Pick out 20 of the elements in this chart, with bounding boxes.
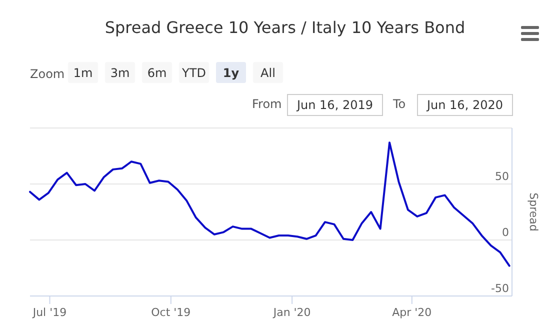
range-button: 1m xyxy=(68,62,98,83)
x-tick-label: Jul '19 xyxy=(32,306,67,319)
x-tick-label: Jan '20 xyxy=(272,306,311,319)
text: From xyxy=(252,97,282,111)
text: Zoom xyxy=(30,67,65,81)
x-tick-label: Apr '20 xyxy=(392,306,432,319)
range-button: YTD xyxy=(179,62,209,83)
y-tick-label: -50 xyxy=(491,282,509,295)
date-input: Jun 16, 2020 xyxy=(417,94,513,116)
text: To xyxy=(392,97,406,111)
range-button: All xyxy=(253,62,283,83)
chart-title: Spread Greece 10 Years / Italy 10 Years Bond xyxy=(104,18,466,37)
y-tick-label: 50 xyxy=(495,170,509,183)
range-button: 3m xyxy=(105,62,135,83)
date-input: Jun 16, 2019 xyxy=(287,94,383,116)
x-tick-label: Oct '19 xyxy=(151,306,191,319)
y-axis-title: Spread xyxy=(527,192,540,232)
range-button: 1y xyxy=(216,62,246,83)
range-button: 6m xyxy=(142,62,172,83)
y-tick-label: 0 xyxy=(502,226,509,239)
